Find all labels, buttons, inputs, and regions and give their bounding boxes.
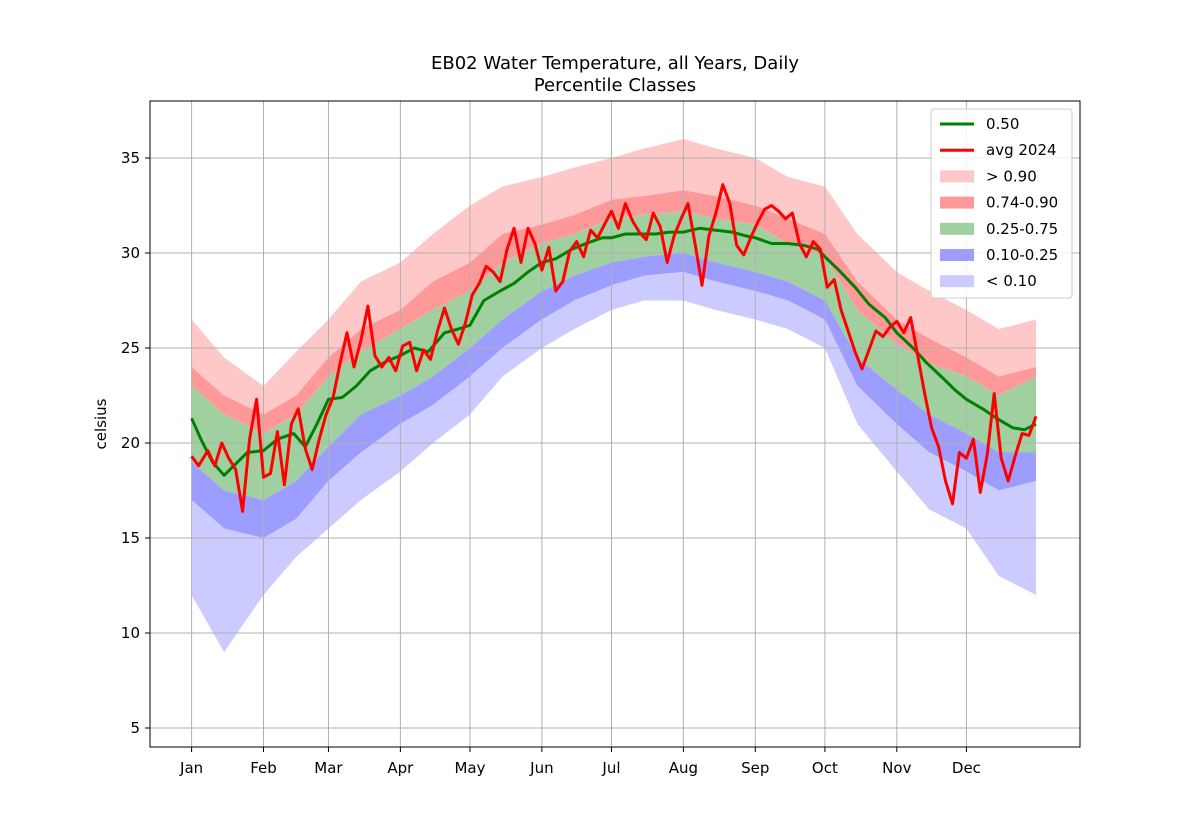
chart-subtitle: Percentile Classes — [534, 75, 696, 96]
y-tick-label: 5 — [130, 719, 140, 737]
x-tick-label: Sep — [741, 759, 769, 777]
legend-swatch-patch — [940, 196, 974, 209]
legend-label: 0.25-0.75 — [986, 220, 1058, 238]
x-tick-label: Jun — [529, 759, 553, 777]
legend-swatch-patch — [940, 170, 974, 183]
legend-label: < 0.10 — [986, 272, 1037, 290]
legend-label: 0.50 — [986, 115, 1019, 133]
y-tick-label: 15 — [121, 529, 140, 547]
y-tick-label: 30 — [121, 244, 140, 262]
legend-label: avg 2024 — [986, 141, 1057, 159]
legend-swatch-patch — [940, 222, 974, 235]
median-line — [190, 226, 1037, 477]
grid-lines — [150, 101, 1080, 747]
x-tick-label: May — [454, 759, 485, 777]
legend: 0.50 avg 2024 > 0.90 0.74-0.90 0.25-0.75 0.10… — [930, 108, 1073, 299]
plot-frame — [149, 100, 1081, 748]
legend-label: 0.10-0.25 — [986, 246, 1058, 264]
band-010-025 — [191, 253, 1037, 538]
legend-label: 0.74-0.90 — [986, 194, 1058, 212]
x-axis: Jan Feb Mar Apr May Jun Jul Aug Sep Oct Nov Dec — [179, 747, 981, 777]
y-axis-label: celsius — [92, 398, 110, 449]
y-tick-label: 10 — [121, 624, 140, 642]
y-tick-label: 35 — [121, 149, 140, 167]
x-tick-label: Mar — [314, 759, 343, 777]
y-tick-label: 25 — [121, 339, 140, 357]
legend-swatch-patch — [940, 275, 974, 288]
band-lt-010 — [191, 272, 1037, 652]
x-tick-label: Dec — [952, 759, 981, 777]
chart-title: EB02 Water Temperature, all Years, Daily — [431, 53, 799, 74]
legend-label: > 0.90 — [986, 167, 1037, 185]
legend-swatch-patch — [940, 249, 974, 261]
series-lines — [190, 183, 1038, 513]
x-tick-label: Aug — [669, 759, 698, 777]
x-tick-label: Apr — [387, 759, 414, 777]
x-tick-label: Jan — [179, 759, 203, 777]
y-axis: 5 10 15 20 25 30 35 — [121, 149, 150, 737]
x-tick-label: Feb — [250, 759, 277, 777]
x-tick-label: Oct — [812, 759, 838, 777]
y-tick-label: 20 — [121, 434, 140, 452]
avg-2024-line — [190, 183, 1038, 513]
x-tick-label: Nov — [882, 759, 911, 777]
x-tick-label: Jul — [601, 759, 620, 777]
